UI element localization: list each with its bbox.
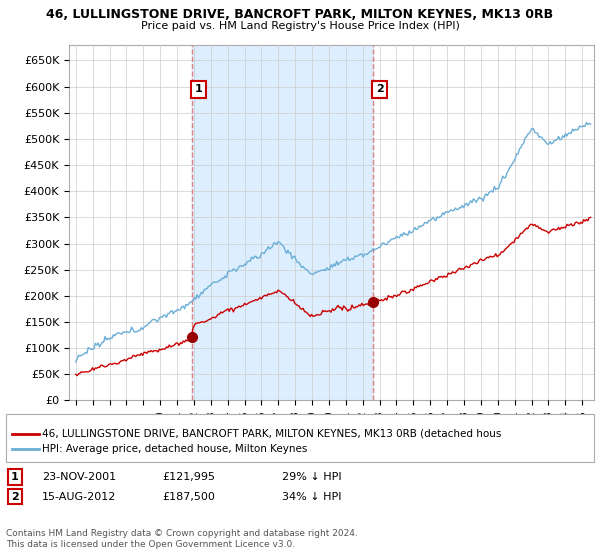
Text: Price paid vs. HM Land Registry's House Price Index (HPI): Price paid vs. HM Land Registry's House … xyxy=(140,21,460,31)
Text: 2: 2 xyxy=(11,492,19,502)
Text: 23-NOV-2001: 23-NOV-2001 xyxy=(42,472,116,482)
Text: Contains HM Land Registry data © Crown copyright and database right 2024.
This d: Contains HM Land Registry data © Crown c… xyxy=(6,529,358,549)
Text: 34% ↓ HPI: 34% ↓ HPI xyxy=(282,492,341,502)
Text: 15-AUG-2012: 15-AUG-2012 xyxy=(42,492,116,502)
Text: 2: 2 xyxy=(376,84,383,94)
Text: £187,500: £187,500 xyxy=(162,492,215,502)
Text: 29% ↓ HPI: 29% ↓ HPI xyxy=(282,472,341,482)
Text: HPI: Average price, detached house, Milton Keynes: HPI: Average price, detached house, Milt… xyxy=(42,444,307,454)
Bar xyxy=(192,45,373,400)
Text: £121,995: £121,995 xyxy=(162,472,215,482)
Text: 46, LULLINGSTONE DRIVE, BANCROFT PARK, MILTON KEYNES, MK13 0RB: 46, LULLINGSTONE DRIVE, BANCROFT PARK, M… xyxy=(46,8,554,21)
Text: 1: 1 xyxy=(11,472,19,482)
Text: 1: 1 xyxy=(195,84,203,94)
Text: 46, LULLINGSTONE DRIVE, BANCROFT PARK, MILTON KEYNES, MK13 0RB (detached hous: 46, LULLINGSTONE DRIVE, BANCROFT PARK, M… xyxy=(42,429,502,439)
